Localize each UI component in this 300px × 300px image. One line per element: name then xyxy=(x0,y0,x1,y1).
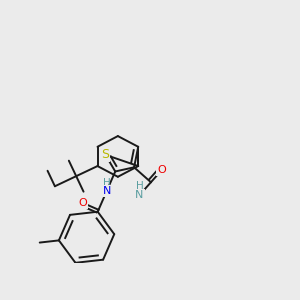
Text: N: N xyxy=(103,186,111,196)
Text: O: O xyxy=(157,165,166,175)
Text: O: O xyxy=(79,198,87,208)
Text: S: S xyxy=(101,148,110,161)
Text: N: N xyxy=(135,190,144,200)
Text: H: H xyxy=(103,178,111,188)
Text: H: H xyxy=(136,182,143,191)
